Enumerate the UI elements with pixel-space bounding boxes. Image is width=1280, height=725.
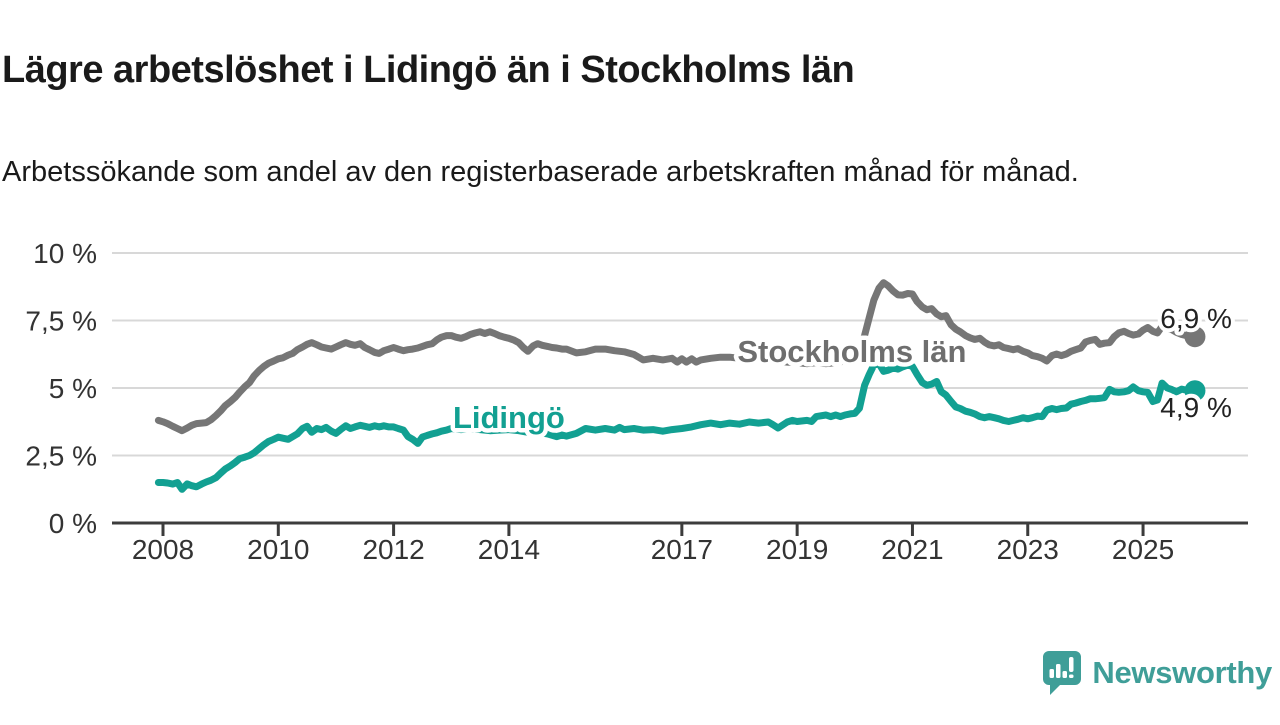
series-label-stockholms-lan: Stockholms län	[737, 334, 966, 369]
newsworthy-logo: Newsworthy	[1042, 650, 1272, 696]
page-title: Lägre arbetslöshet i Lidingö än i Stockh…	[2, 49, 855, 92]
series-end-dot-stockholms-lan	[1184, 326, 1206, 348]
series-label-lidingo: Lidingö	[453, 400, 565, 435]
x-tick-label: 2010	[247, 534, 309, 565]
x-tick-label: 2017	[651, 534, 713, 565]
x-tick-label: 2014	[478, 534, 540, 565]
x-tick-label: 2008	[132, 534, 194, 565]
y-tick-label: 7,5 %	[25, 306, 97, 337]
x-tick-label: 2025	[1112, 534, 1174, 565]
series-line-stockholms-lan	[154, 279, 1199, 435]
y-tick-label: 10 %	[33, 238, 97, 269]
x-tick-label: 2019	[766, 534, 828, 565]
page-subtitle: Arbetssökande som andel av den registerb…	[2, 156, 1079, 188]
value-label-lidingo: 4,9 %	[1160, 392, 1232, 423]
y-tick-label: 2,5 %	[25, 441, 97, 472]
y-tick-label: 5 %	[49, 373, 97, 404]
x-tick-label: 2021	[881, 534, 943, 565]
series-line-lidingo	[154, 360, 1199, 493]
x-tick-label: 2012	[362, 534, 424, 565]
newsworthy-logo-text: Newsworthy	[1092, 655, 1272, 690]
y-tick-label: 0 %	[49, 508, 97, 539]
value-label-stockholms-lan: 6,9 %	[1160, 303, 1232, 334]
series-end-dot-lidingo	[1184, 380, 1206, 402]
x-tick-label: 2023	[997, 534, 1059, 565]
bar-chart-speech-bubble-icon	[1043, 651, 1082, 695]
